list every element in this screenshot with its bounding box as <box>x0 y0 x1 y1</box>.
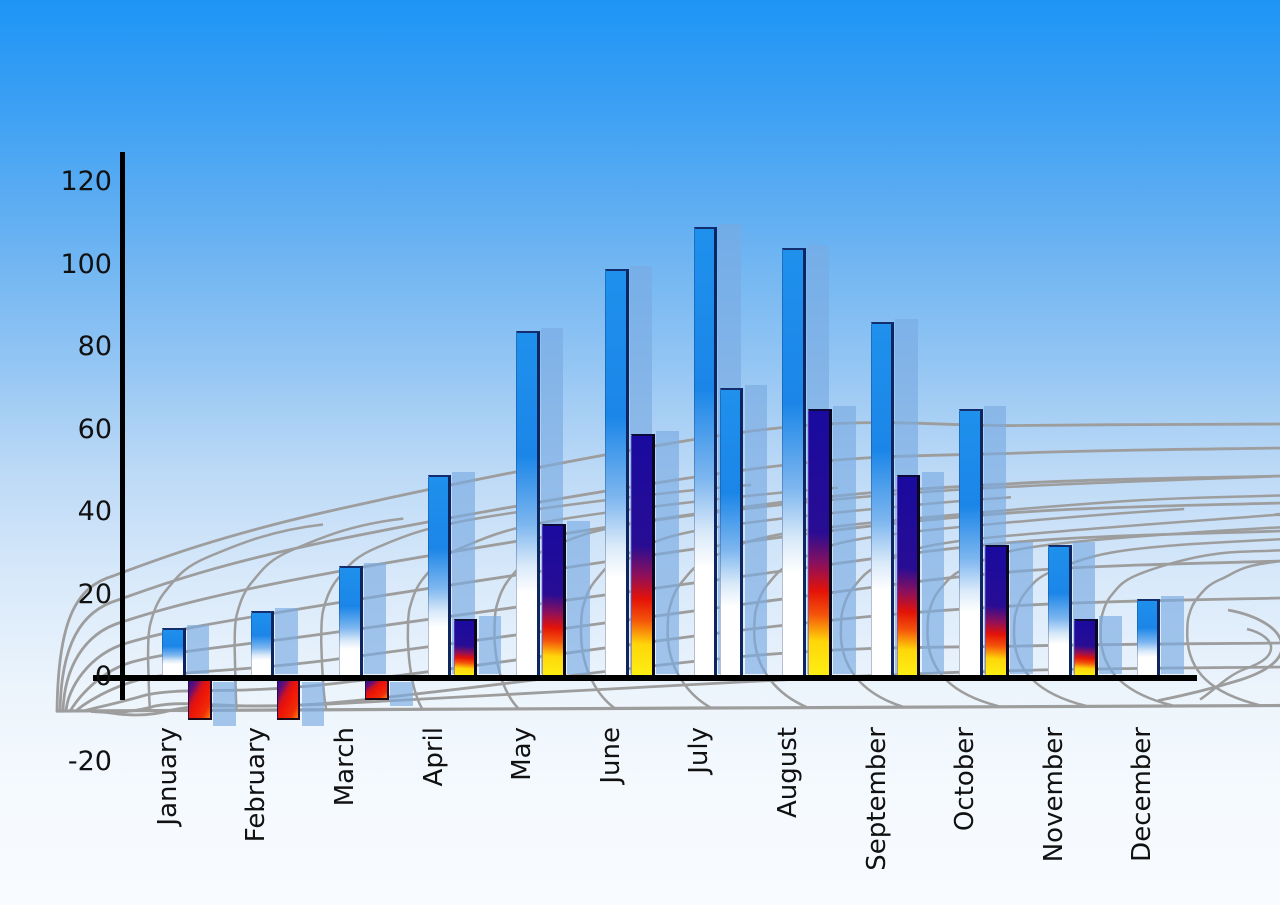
grid-line <box>55 421 1280 713</box>
bar-series2-september <box>896 474 921 675</box>
bar-series2-shadow-april <box>478 616 502 674</box>
x-tick-label-july: July <box>684 727 715 774</box>
bar-series2-shadow-february <box>301 682 325 727</box>
bar-series2-july <box>719 388 744 675</box>
y-tick-label--20: -20 <box>67 746 112 777</box>
bar-series2-february <box>276 681 301 721</box>
x-tick-label-august: August <box>772 727 803 818</box>
grid-line <box>1185 560 1280 707</box>
bar-series1-february <box>250 611 275 675</box>
grid-line <box>1199 627 1273 701</box>
grid-line <box>1157 608 1280 702</box>
bar-series2-august <box>808 408 832 675</box>
bar-series1-january <box>162 627 186 675</box>
bar-series2-shadow-september <box>921 471 945 674</box>
bar-series2-shadow-june <box>656 430 679 674</box>
bar-series2-april <box>453 619 478 675</box>
bar-series2-may <box>542 524 566 675</box>
x-tick-label-january: January <box>152 727 183 826</box>
bar-series1-shadow-december <box>1161 595 1184 674</box>
y-tick-label-120: 120 <box>60 166 112 197</box>
bar-series1-shadow-march <box>363 562 387 674</box>
bar-series2-shadow-may <box>567 521 590 674</box>
bar-series2-november <box>1074 619 1098 675</box>
x-tick-label-december: December <box>1127 727 1158 862</box>
bar-series1-december <box>1136 598 1161 675</box>
bar-series1-june <box>605 268 629 675</box>
bar-series2-shadow-march <box>390 682 413 706</box>
x-tick-label-november: November <box>1038 727 1069 863</box>
x-tick-label-september: September <box>861 727 892 871</box>
bar-series2-october <box>985 545 1009 675</box>
bar-series1-shadow-january <box>186 624 209 674</box>
bar-series1-april <box>427 474 452 675</box>
x-tick-label-october: October <box>950 727 981 832</box>
bar-series1-august <box>782 248 806 675</box>
bar-series2-shadow-october <box>1010 542 1033 674</box>
x-tick-label-may: May <box>507 727 538 781</box>
bar-series1-july <box>693 227 718 675</box>
grid-line <box>319 483 752 710</box>
y-axis-line <box>120 152 125 700</box>
bar-series2-january <box>188 681 212 721</box>
bar-series2-june <box>631 433 655 675</box>
bar-series2-shadow-august <box>833 405 856 674</box>
bar-series1-may <box>516 330 540 675</box>
bar-series1-shadow-february <box>275 608 298 674</box>
bar-series1-october <box>959 408 983 675</box>
bar-series1-march <box>339 565 363 675</box>
x-tick-label-march: March <box>329 727 360 807</box>
y-tick-label-100: 100 <box>60 248 112 280</box>
x-tick-label-june: June <box>595 727 626 784</box>
grid-line <box>146 523 324 711</box>
grid-line <box>1099 549 1280 707</box>
bar-series1-november <box>1048 545 1072 675</box>
bar-series2-shadow-july <box>744 385 768 674</box>
x-tick-label-february: February <box>241 727 272 843</box>
x-axis-line <box>93 675 1197 681</box>
y-tick-label-60: 60 <box>77 413 112 445</box>
x-tick-label-april: April <box>418 727 449 787</box>
y-tick-label-40: 40 <box>77 496 112 527</box>
bar-series2-shadow-january <box>213 682 236 727</box>
bar-series2-shadow-november <box>1099 616 1122 674</box>
bar-series1-september <box>870 322 895 675</box>
y-tick-label-0: 0 <box>94 661 112 692</box>
y-tick-label-20: 20 <box>77 578 112 610</box>
bar-series2-march <box>365 681 389 700</box>
y-tick-label-80: 80 <box>77 331 112 362</box>
grid-line <box>233 517 404 710</box>
